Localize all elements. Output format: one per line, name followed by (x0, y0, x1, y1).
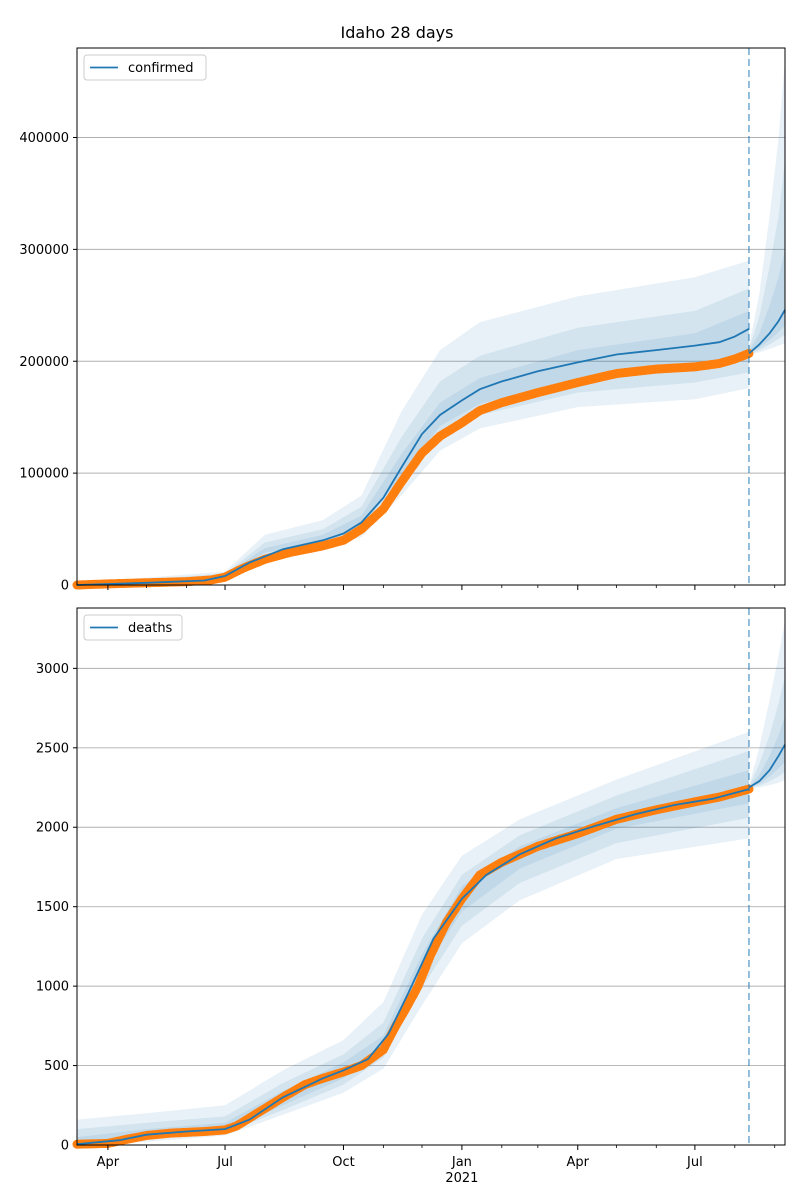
y-tick-label: 0 (61, 579, 69, 594)
uncertainty-band (77, 260, 749, 585)
y-tick-label: 0 (61, 1139, 69, 1154)
y-tick-label: 1500 (36, 900, 69, 915)
forecast-uncertainty-band (749, 716, 785, 788)
model-line (76, 328, 750, 586)
legend-label: deaths (128, 621, 173, 636)
forecast-uncertainty-band (749, 159, 785, 355)
y-tick-label: 2500 (36, 741, 69, 756)
x-tick-label: Oct (332, 1155, 354, 1170)
legend-box (83, 614, 183, 641)
x-tick-label: Jul (686, 1155, 703, 1170)
legend: confirmed (83, 54, 207, 81)
model-line (76, 788, 750, 1146)
y-tick-label: 300000 (19, 243, 69, 258)
forecast-uncertainty-band (749, 620, 785, 789)
uncertainty-band (77, 751, 749, 1145)
forecast-uncertainty-band (749, 59, 785, 355)
chart-title: Idaho 28 days (341, 23, 454, 42)
y-tick-label: 500 (44, 1059, 69, 1074)
forecast-line (748, 309, 786, 355)
x-tick-label: Apr (97, 1155, 120, 1170)
legend-box (83, 54, 207, 81)
x-year-label: 2021 (445, 1171, 478, 1186)
y-tick-label: 1000 (36, 980, 69, 995)
x-tick-label: Jan (451, 1155, 472, 1170)
x-tick-label: Apr (566, 1155, 589, 1170)
x-tick-label: Jul (216, 1155, 233, 1170)
axes-frame (76, 607, 786, 1146)
y-tick-label: 200000 (19, 355, 69, 370)
legend-label: confirmed (128, 61, 194, 76)
deaths-panel: 0 500 1000 1500 2000 2500 3000 Apr Jul Oct Jan Apr J… (36, 607, 786, 1186)
y-tick-label: 400000 (19, 131, 69, 146)
forecast-line (748, 744, 786, 789)
legend: deaths (83, 614, 183, 641)
y-tick-label: 2000 (36, 821, 69, 836)
forecast-uncertainty-band (749, 249, 785, 354)
y-tick-label: 3000 (36, 662, 69, 677)
y-tick-label: 100000 (19, 467, 69, 482)
confirmed-panel: 0 100000 200000 300000 400000 confirmed (19, 47, 786, 594)
axes-frame (76, 47, 786, 586)
